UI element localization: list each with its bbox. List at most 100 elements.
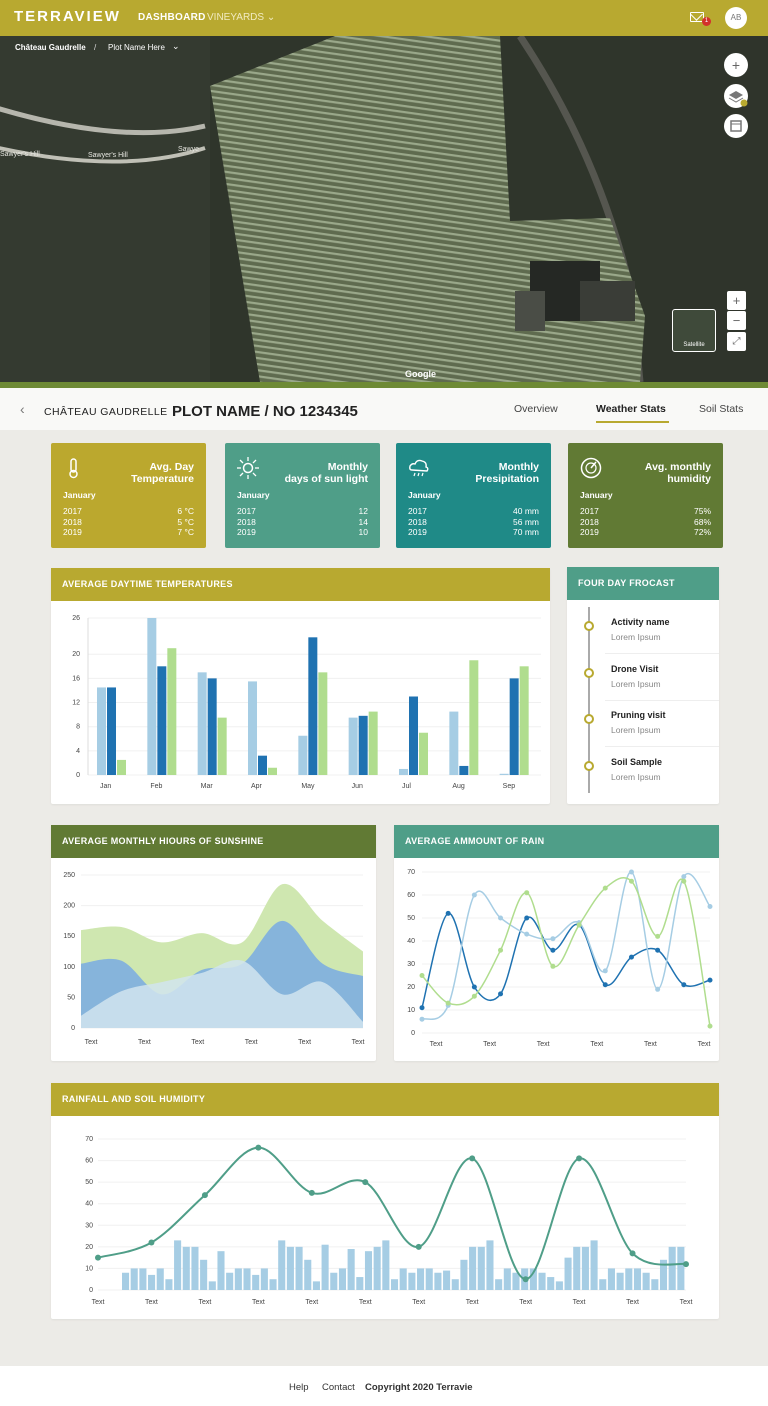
bar: [651, 1279, 659, 1290]
tab-weather-stats[interactable]: Weather Stats: [596, 403, 666, 415]
bar: [308, 637, 318, 775]
forecast-item-name: Soil Sample: [611, 756, 663, 767]
add-icon[interactable]: +: [724, 53, 748, 77]
x-tick-label: Text: [680, 1299, 693, 1306]
satellite-label: Satellite: [683, 342, 705, 348]
y-tick-label: 50: [67, 994, 75, 1001]
bar: [130, 1268, 138, 1290]
bar: [295, 1246, 303, 1290]
bar: [677, 1246, 685, 1290]
footer-contact-link[interactable]: Contact: [322, 1382, 355, 1393]
breadcrumb-estate[interactable]: Château Gaudrelle: [15, 43, 86, 52]
bar: [364, 1251, 373, 1290]
bar: [573, 1246, 581, 1290]
y-tick-label: 0: [76, 772, 80, 779]
tab-overview[interactable]: Overview: [514, 403, 558, 415]
data-point: [628, 878, 634, 884]
stat-card: Avg. Day Temperature January 2017 6 °C 2018 5 …: [51, 443, 206, 548]
user-avatar[interactable]: AB: [725, 7, 747, 29]
x-tick-label: Text: [698, 1041, 711, 1048]
y-tick-label: 70: [407, 869, 415, 876]
layers-icon-glyph: [728, 91, 748, 107]
x-tick-label: Text: [430, 1041, 443, 1048]
breadcrumb-plot[interactable]: Plot Name Here: [108, 43, 165, 52]
y-tick-label: 70: [85, 1136, 93, 1143]
terraview-logo[interactable]: TERRAVIEW: [14, 8, 121, 25]
timeline-dot: [584, 760, 594, 771]
fullscreen-icon[interactable]: ⤢: [727, 332, 746, 351]
data-point: [681, 878, 687, 884]
tab-soil-stats[interactable]: Soil Stats: [699, 403, 744, 415]
y-tick-label: 250: [63, 872, 75, 879]
footer-help-link[interactable]: Help: [289, 1382, 309, 1393]
bar: [298, 735, 308, 775]
bar: [200, 1259, 208, 1290]
bar: [419, 732, 428, 775]
area-series: [81, 960, 363, 1028]
bar: [197, 672, 207, 775]
forecast-item-desc: Lorem Ipsum: [611, 771, 661, 782]
nav-vineyards-dropdown[interactable]: VINEYARDS ⌄: [207, 12, 275, 23]
x-tick-label: Text: [138, 1039, 151, 1046]
nav-dashboard-link[interactable]: DASHBOARD: [138, 12, 206, 23]
x-tick-label: Text: [145, 1299, 158, 1306]
stat-row: 2017 40 mm: [408, 506, 539, 516]
stat-value: 72%: [693, 527, 711, 537]
bar: [373, 1246, 381, 1290]
plot-header: [0, 388, 768, 430]
active-tab-indicator: [596, 421, 669, 423]
data-point: [629, 1250, 636, 1257]
forecast-item-desc: Lorem Ipsum: [611, 725, 661, 735]
stat-year: 2018: [63, 516, 82, 527]
data-point: [419, 1005, 425, 1011]
panel-title: AVERAGE MONTHLY HIOURS OF SUNSHINE: [51, 825, 376, 858]
bar: [509, 678, 519, 775]
stat-value: 7 °C: [177, 527, 194, 537]
sun-icon: [237, 457, 259, 479]
zoom-in-button[interactable]: +: [727, 291, 746, 310]
chevron-down-icon[interactable]: ⌄: [172, 41, 180, 51]
x-tick-label: Text: [85, 1039, 98, 1046]
bar: [469, 1246, 477, 1290]
panel-title: FOUR DAY FROCAST: [567, 567, 719, 600]
data-point: [471, 892, 477, 898]
data-point: [681, 982, 687, 988]
forecast-item[interactable]: Soil Sample Lorem Ipsum: [611, 757, 662, 782]
data-point: [655, 947, 661, 953]
data-point: [550, 936, 556, 942]
data-point: [471, 993, 477, 999]
bar: [191, 1246, 199, 1290]
stat-row: 2019 10: [237, 527, 368, 537]
stat-year: 2017: [237, 506, 256, 516]
forecast-item[interactable]: Activity name Lorem Ipsum: [611, 617, 670, 642]
layers-icon[interactable]: [724, 84, 748, 108]
bar: [408, 1272, 416, 1290]
bar: [607, 1268, 615, 1290]
bar: [443, 1270, 451, 1290]
zoom-out-button[interactable]: −: [727, 311, 746, 330]
satellite-toggle[interactable]: Satellite: [672, 309, 716, 352]
stat-value: 12: [358, 506, 368, 516]
bar: [260, 1268, 268, 1290]
bar: [165, 1279, 173, 1290]
forecast-item-name: Activity name: [611, 617, 670, 627]
satellite-map[interactable]: Sawyer's Hill Sawyer's Hill Sawye: [0, 36, 768, 382]
bar: [599, 1279, 607, 1290]
bar: [555, 1281, 563, 1290]
stat-year: 2017: [63, 506, 82, 516]
forecast-item[interactable]: Drone Visit Lorem Ipsum: [611, 664, 661, 689]
stat-year: 2019: [63, 527, 82, 537]
bar: [581, 1246, 589, 1290]
road-label: Sawyer's Hill: [88, 152, 128, 159]
bar: [97, 687, 106, 775]
forecast-item-desc: Lorem Ipsum: [611, 678, 661, 689]
divider: [605, 653, 719, 654]
back-arrow-icon[interactable]: ‹: [20, 401, 25, 417]
x-tick-label: Text: [305, 1299, 318, 1306]
stat-year: 2019: [580, 527, 599, 537]
data-point: [201, 1192, 208, 1199]
x-tick-label: Feb: [150, 783, 162, 790]
stat-row: 2017 6 °C: [63, 506, 194, 516]
forecast-item[interactable]: Pruning visit Lorem Ipsum: [611, 710, 666, 735]
calendar-icon[interactable]: [724, 114, 748, 138]
